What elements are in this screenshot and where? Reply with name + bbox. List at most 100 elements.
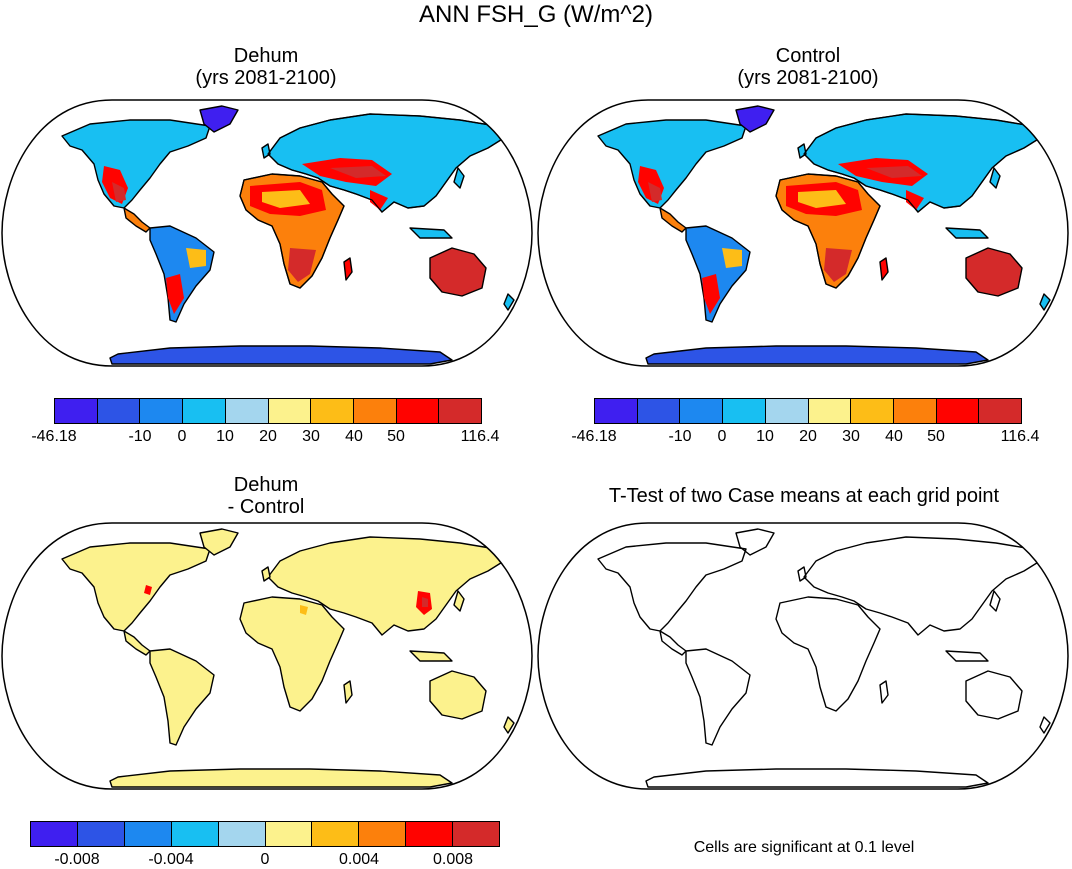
land-indonesia — [945, 227, 989, 239]
heat-region — [648, 182, 662, 202]
control-title-line2: (yrs 2081-2100) — [737, 67, 879, 89]
heat-region — [722, 248, 742, 268]
heat-region — [300, 605, 308, 615]
land-australia — [965, 670, 1023, 720]
colorbar-cell — [765, 399, 809, 423]
land-madagascar — [879, 257, 889, 281]
colorbar-cell — [31, 822, 78, 846]
tick-label: 50 — [927, 428, 945, 445]
control-map — [537, 99, 1069, 367]
land-japan — [453, 590, 465, 612]
heat-region — [330, 166, 386, 178]
colorbar-cell — [637, 399, 681, 423]
land-japan — [989, 590, 1001, 612]
land-antarctica — [109, 768, 453, 788]
tick-label: 30 — [302, 428, 320, 445]
tick-label: -0.008 — [54, 851, 100, 868]
colorbar-cell — [406, 822, 454, 846]
tick-label: 0 — [717, 428, 727, 445]
colorbar-cell — [851, 399, 894, 423]
colorbar-cell — [353, 399, 397, 423]
map-frame — [1, 522, 533, 790]
colorbar-cell — [595, 399, 638, 423]
ttest-note: Cells are significant at 0.1 level — [693, 839, 915, 856]
land-uk — [797, 566, 807, 582]
land-africa-outline — [239, 173, 345, 289]
tick-label: -46.18 — [571, 428, 617, 445]
land-indonesia — [409, 650, 453, 662]
land-eurasia-outline — [267, 113, 505, 213]
heat-region — [186, 248, 206, 268]
tick-label: 40 — [345, 428, 363, 445]
diff-title-line1: Dehum — [233, 474, 299, 496]
land-new-zealand — [1039, 293, 1051, 311]
colorbar-cell — [936, 399, 980, 423]
heat-region — [262, 190, 310, 208]
diff-map — [1, 522, 533, 790]
tick-label: 10 — [756, 428, 774, 445]
colorbar-cell — [97, 399, 141, 423]
map-frame — [537, 99, 1069, 367]
land-central-america — [123, 630, 151, 656]
land-indonesia — [945, 650, 989, 662]
heat-region — [422, 597, 428, 607]
diff-colorbar-ticks: -0.008 -0.004 0 0.004 0.008 — [0, 851, 534, 869]
colorbar-cell — [268, 399, 312, 423]
ttest-title-text: T-Test of two Case means at each grid po… — [608, 485, 1000, 507]
land-eurasia — [803, 536, 1041, 636]
colorbar-cell — [225, 399, 269, 423]
colorbar-cell — [55, 399, 98, 423]
tick-label: 30 — [842, 428, 860, 445]
heat-region — [866, 166, 922, 178]
heat-region — [370, 190, 388, 210]
land-madagascar — [343, 680, 353, 704]
colorbar-cell — [265, 822, 313, 846]
dehum-map — [1, 99, 533, 367]
land-new-zealand — [1039, 716, 1051, 734]
tick-label: -10 — [128, 428, 152, 445]
ttest-map-content — [597, 528, 1051, 788]
land-africa — [775, 596, 881, 712]
dehum-map-content — [61, 105, 515, 365]
colorbar-cell — [808, 399, 852, 423]
land-eurasia-outline — [803, 113, 1041, 213]
tick-label: 0.004 — [338, 851, 380, 868]
land-south-america — [685, 648, 751, 746]
colorbar-cell — [124, 822, 172, 846]
land-new-zealand — [503, 716, 515, 734]
colorbar-cell — [453, 822, 500, 846]
control-colorbar-ticks: -46.18 -10 0 10 20 30 40 50 116.4 — [0, 428, 1072, 448]
land-new-zealand — [503, 293, 515, 311]
land-japan — [989, 167, 1001, 189]
land-madagascar — [343, 257, 353, 281]
diff-title-line2: - Control — [227, 496, 305, 518]
dehum-panel-title: Dehum (yrs 2081-2100) — [116, 45, 416, 89]
diff-colorbar — [30, 821, 500, 847]
land-africa-outline — [775, 173, 881, 289]
colorbar-cell — [77, 822, 125, 846]
control-colorbar — [594, 398, 1022, 424]
land-africa — [239, 596, 345, 712]
land-south-america — [685, 225, 751, 323]
land-australia — [429, 247, 487, 297]
tick-label: 20 — [259, 428, 277, 445]
land-antarctica — [645, 768, 989, 788]
control-title-line1: Control — [775, 45, 841, 67]
colorbar-cell — [218, 822, 266, 846]
land-uk — [797, 143, 807, 159]
heat-region — [702, 274, 720, 314]
heat-region — [906, 190, 924, 210]
heat-region — [144, 585, 152, 595]
tick-label: -0.004 — [148, 851, 194, 868]
land-japan — [453, 167, 465, 189]
tick-label: 116.4 — [460, 428, 500, 445]
land-greenland — [735, 528, 775, 556]
dehum-title-line1: Dehum — [233, 45, 299, 67]
colorbar-cell — [183, 399, 226, 423]
diff-map-content — [61, 528, 515, 788]
colorbar-cell — [140, 399, 184, 423]
colorbar-cell — [171, 822, 219, 846]
tick-label: 0.008 — [432, 851, 474, 868]
land-greenland — [199, 105, 239, 133]
land-south-america — [149, 225, 215, 323]
